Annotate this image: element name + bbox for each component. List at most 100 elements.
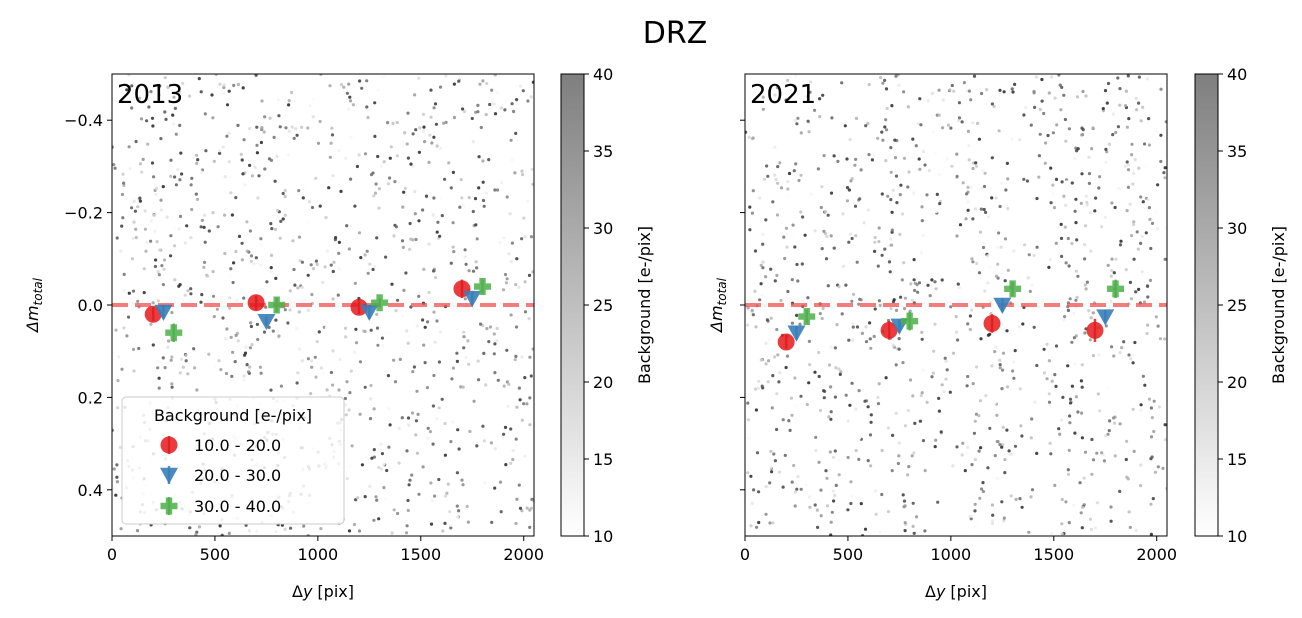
x-label-unit: [pix] (950, 582, 987, 601)
background-point (1103, 89, 1108, 93)
background-point (357, 153, 361, 157)
background-point (1125, 439, 1129, 443)
background-point (1067, 127, 1071, 131)
background-point (157, 376, 161, 380)
background-point (499, 106, 503, 110)
background-point (1047, 359, 1051, 363)
background-point (513, 358, 517, 362)
background-point (858, 197, 862, 201)
background-point (213, 364, 217, 368)
background-point (884, 159, 888, 163)
background-point (417, 291, 421, 295)
background-point (170, 385, 174, 389)
background-point (526, 199, 530, 203)
background-point (786, 187, 790, 191)
background-point (1118, 243, 1123, 247)
background-point (476, 359, 480, 363)
background-point (279, 219, 283, 223)
background-point (199, 225, 203, 229)
background-point (1094, 196, 1098, 200)
background-point (1076, 410, 1080, 414)
background-point (228, 306, 232, 310)
background-point (455, 359, 459, 363)
background-point (156, 360, 160, 364)
background-point (1108, 419, 1112, 423)
background-point (325, 249, 329, 253)
background-point (913, 421, 917, 425)
background-point (509, 259, 513, 264)
background-point (363, 495, 367, 499)
x-tick-label: 500 (833, 545, 864, 564)
background-point (248, 229, 252, 233)
background-point (1051, 131, 1055, 135)
background-point (1087, 155, 1091, 159)
background-point (1154, 315, 1158, 319)
background-point (346, 426, 350, 430)
background-point (1080, 172, 1084, 176)
background-point (1095, 451, 1099, 455)
background-point (357, 231, 362, 235)
background-point (1075, 95, 1079, 99)
background-point (897, 441, 901, 445)
background-point (288, 308, 292, 312)
background-point (889, 146, 893, 150)
background-point (930, 91, 935, 95)
background-point (948, 390, 952, 394)
background-point (112, 467, 116, 471)
background-point (973, 509, 977, 513)
background-point (447, 161, 451, 165)
background-point (249, 321, 253, 325)
background-point (459, 385, 463, 389)
background-point (461, 204, 466, 208)
background-point (1020, 434, 1024, 438)
background-point (831, 489, 835, 493)
background-point (1081, 133, 1085, 137)
background-point (1005, 385, 1010, 389)
background-point (488, 325, 493, 329)
background-point (406, 111, 410, 115)
background-point (848, 403, 852, 407)
background-point (1123, 164, 1127, 168)
background-point (242, 138, 246, 142)
background-point (793, 504, 797, 508)
background-point (885, 106, 889, 111)
background-point (239, 152, 243, 156)
background-point (967, 158, 971, 162)
background-point (379, 164, 383, 168)
colorbar-tick-label: 35 (593, 142, 613, 161)
background-point (806, 119, 810, 123)
background-point (896, 74, 900, 77)
background-point (788, 428, 792, 432)
background-point (245, 249, 249, 253)
background-point (1037, 154, 1041, 158)
background-point (944, 351, 948, 355)
background-point (1124, 457, 1128, 462)
background-point (1140, 270, 1144, 274)
background-point (1152, 399, 1156, 403)
background-point (798, 322, 802, 326)
background-point (315, 262, 319, 266)
background-point (1131, 354, 1135, 358)
background-point (472, 399, 476, 403)
background-point (477, 378, 481, 382)
background-point (313, 355, 317, 359)
background-point (409, 162, 413, 166)
background-point (1139, 195, 1143, 199)
background-point (149, 322, 153, 326)
background-point (876, 395, 880, 399)
background-point (248, 126, 252, 131)
background-point (1136, 247, 1140, 251)
background-point (945, 157, 950, 161)
background-point (1043, 161, 1047, 165)
background-point (766, 380, 770, 384)
background-point (1147, 143, 1151, 147)
background-point (425, 386, 429, 390)
background-point (122, 181, 126, 185)
background-point (353, 281, 357, 285)
background-point (1110, 345, 1114, 349)
background-point (784, 226, 789, 230)
background-point (1013, 349, 1017, 353)
background-point (156, 299, 160, 303)
background-point (1054, 241, 1058, 245)
background-point (451, 366, 455, 370)
